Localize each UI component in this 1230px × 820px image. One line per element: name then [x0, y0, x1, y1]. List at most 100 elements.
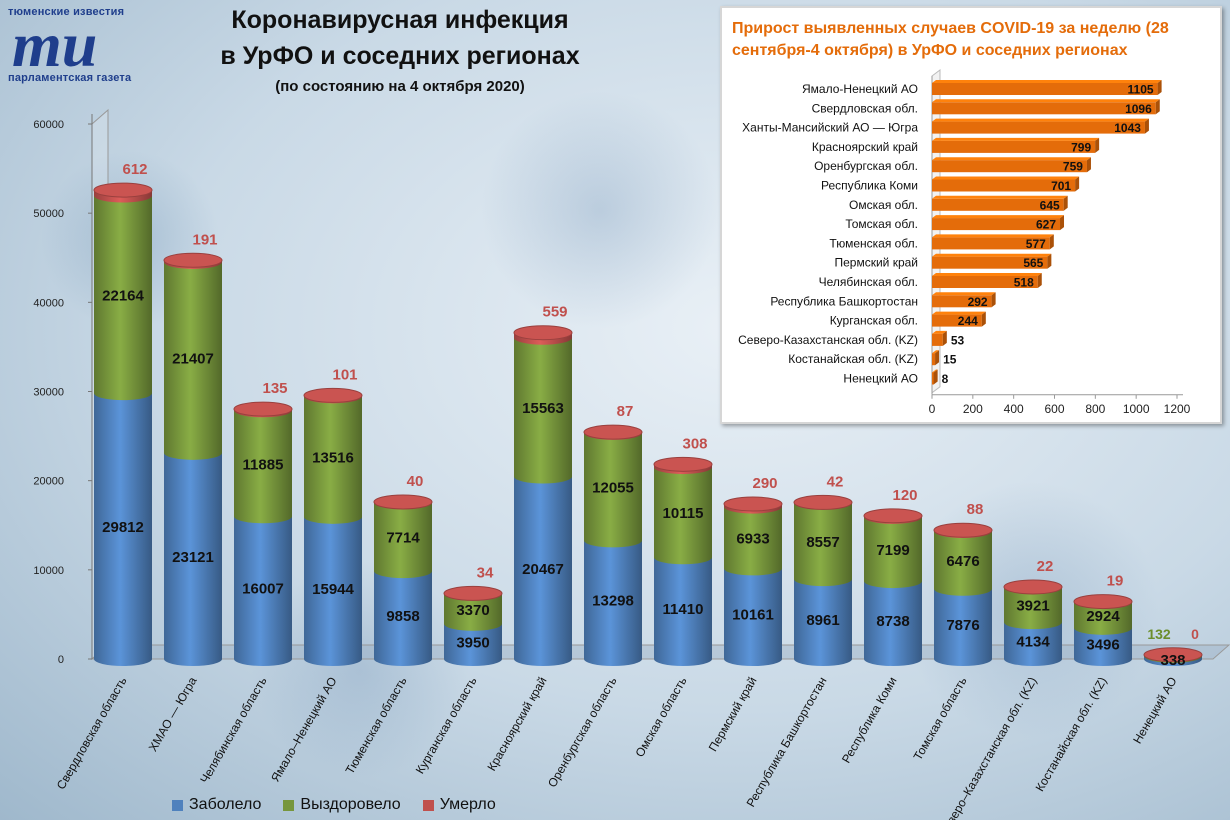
x-tick-label: Курганская область — [413, 675, 480, 777]
bar-segment-recovered — [724, 506, 782, 576]
data-label-sick: 4134 — [1016, 634, 1050, 651]
data-label-sick: 338 — [1160, 652, 1185, 669]
data-label-dead: 40 — [407, 473, 424, 490]
x-tick-label: Ямало–Ненецкий АО — [268, 675, 339, 785]
chart-title-block: Коронавирусная инфекция в УрФО и соседни… — [170, 2, 630, 95]
data-label-dead: 101 — [332, 366, 357, 383]
inset-bar-side — [1144, 118, 1149, 134]
data-label-recovered: 7199 — [876, 542, 909, 559]
inset-value-label: 8 — [942, 372, 949, 386]
inset-bar — [932, 218, 1061, 231]
data-label-recovered: 6476 — [946, 553, 979, 570]
x-tick-label: Челябинская область — [197, 675, 269, 786]
inset-bar-side — [942, 330, 947, 346]
data-label-recovered: 13516 — [312, 450, 354, 467]
inset-bar-side — [933, 369, 938, 385]
bar-segment-sick — [1074, 627, 1132, 666]
x-tick-label: Свердловская область — [54, 675, 130, 792]
bar-segment-sick — [584, 540, 642, 666]
legend-item-sick: Заболело — [172, 796, 261, 814]
data-label-sick: 7876 — [946, 617, 979, 634]
inset-value-label: 627 — [1036, 218, 1056, 232]
inset-bar-side — [1157, 80, 1162, 95]
inset-category-label: Красноярский край — [812, 140, 918, 154]
title-line-1: Коронавирусная инфекция — [231, 6, 569, 34]
inset-category-label: Республика Башкортостан — [770, 294, 918, 308]
data-label-sick: 16007 — [242, 581, 284, 598]
inset-bar-top — [932, 176, 1080, 180]
bar-segment-sick — [724, 568, 782, 666]
inset-value-label: 518 — [1014, 276, 1034, 290]
bar-top-cap — [933, 522, 993, 538]
data-label-dead: 308 — [682, 435, 707, 452]
inset-category-label: Ханты-Мансийский АО — Югра — [742, 121, 918, 135]
data-label-recovered: 11885 — [243, 456, 284, 473]
data-label-sick: 8961 — [806, 612, 839, 629]
bar-top-cap — [793, 494, 853, 510]
bar-top-cap — [93, 182, 153, 198]
data-label-dead: 87 — [617, 403, 634, 420]
bar-segment-recovered — [654, 467, 712, 565]
data-label-sick: 20467 — [522, 561, 564, 578]
bar-segment-sick — [374, 571, 432, 666]
inset-category-label: Ненецкий АО — [843, 372, 918, 386]
bar-segment-sick — [304, 516, 362, 666]
inset-bar — [932, 295, 992, 308]
y-tick-label: 40000 — [33, 297, 64, 309]
legend-label-sick: Заболело — [189, 796, 262, 813]
logo-letters: ти — [12, 9, 98, 80]
inset-bar-top — [932, 311, 986, 315]
bar-segment-sick — [164, 452, 222, 666]
bar-segment-recovered — [514, 337, 572, 484]
bar-segment-sick — [1004, 622, 1062, 666]
inset-value-label: 1043 — [1114, 121, 1141, 135]
data-label-dead: 22 — [1037, 558, 1054, 575]
inset-bar — [932, 140, 1096, 153]
y-tick-label: 50000 — [33, 208, 64, 220]
inset-value-label: 53 — [951, 333, 965, 347]
inset-bar — [932, 237, 1050, 250]
data-label-recovered: 2924 — [1086, 608, 1120, 625]
bar-segment-sick — [234, 516, 292, 666]
title-line-2: в УрФО и соседних регионах — [220, 42, 580, 70]
inset-bar — [932, 179, 1076, 192]
inset-bar — [932, 198, 1064, 211]
bar-segment-recovered — [934, 531, 993, 596]
bar-top-cap — [583, 424, 643, 440]
data-label-sick: 10161 — [732, 607, 774, 624]
legend-item-recovered: Выздоровело — [283, 796, 401, 814]
inset-value-label: 645 — [1040, 198, 1060, 212]
inset-bar — [932, 372, 934, 385]
data-label-recovered: 132 — [1147, 626, 1171, 642]
bar-segment-recovered — [94, 195, 152, 401]
bar-top-cap — [233, 401, 293, 417]
inset-bar — [932, 333, 943, 346]
inset-bar — [932, 256, 1048, 269]
legend-swatch-recovered — [283, 799, 295, 811]
inset-bar-top — [932, 80, 1162, 83]
data-label-sick: 13298 — [592, 593, 634, 610]
inset-bar-top — [932, 137, 1100, 141]
x-tick-label: Костанайская обл. (KZ) — [1033, 675, 1110, 794]
x-tick-label: Красноярский край — [484, 675, 549, 774]
weekly-growth-inset: Прирост выявленных случаев COVID-19 за н… — [720, 6, 1222, 424]
bar-segment-sick — [514, 476, 572, 666]
bar-top-cap — [1003, 579, 1063, 595]
x-tick-label: Республика Коми — [839, 675, 900, 766]
inset-bar-top — [932, 330, 947, 334]
bar-segment-recovered — [584, 432, 642, 548]
bar-top-cap — [163, 252, 223, 268]
bar-segment-recovered — [444, 593, 502, 631]
inset-bar-top — [932, 118, 1149, 122]
data-label-recovered: 3921 — [1016, 598, 1049, 615]
legend-swatch-dead — [422, 799, 434, 811]
inset-x-tick-label: 600 — [1044, 402, 1064, 416]
data-label-sick: 29812 — [102, 519, 144, 536]
bar-segment-recovered — [374, 502, 432, 579]
inset-value-label: 565 — [1023, 256, 1043, 270]
data-label-dead: 34 — [477, 564, 494, 581]
inset-bar-side — [1063, 195, 1068, 211]
inset-bar-side — [981, 311, 986, 327]
legend-item-dead: Умерло — [422, 796, 496, 814]
